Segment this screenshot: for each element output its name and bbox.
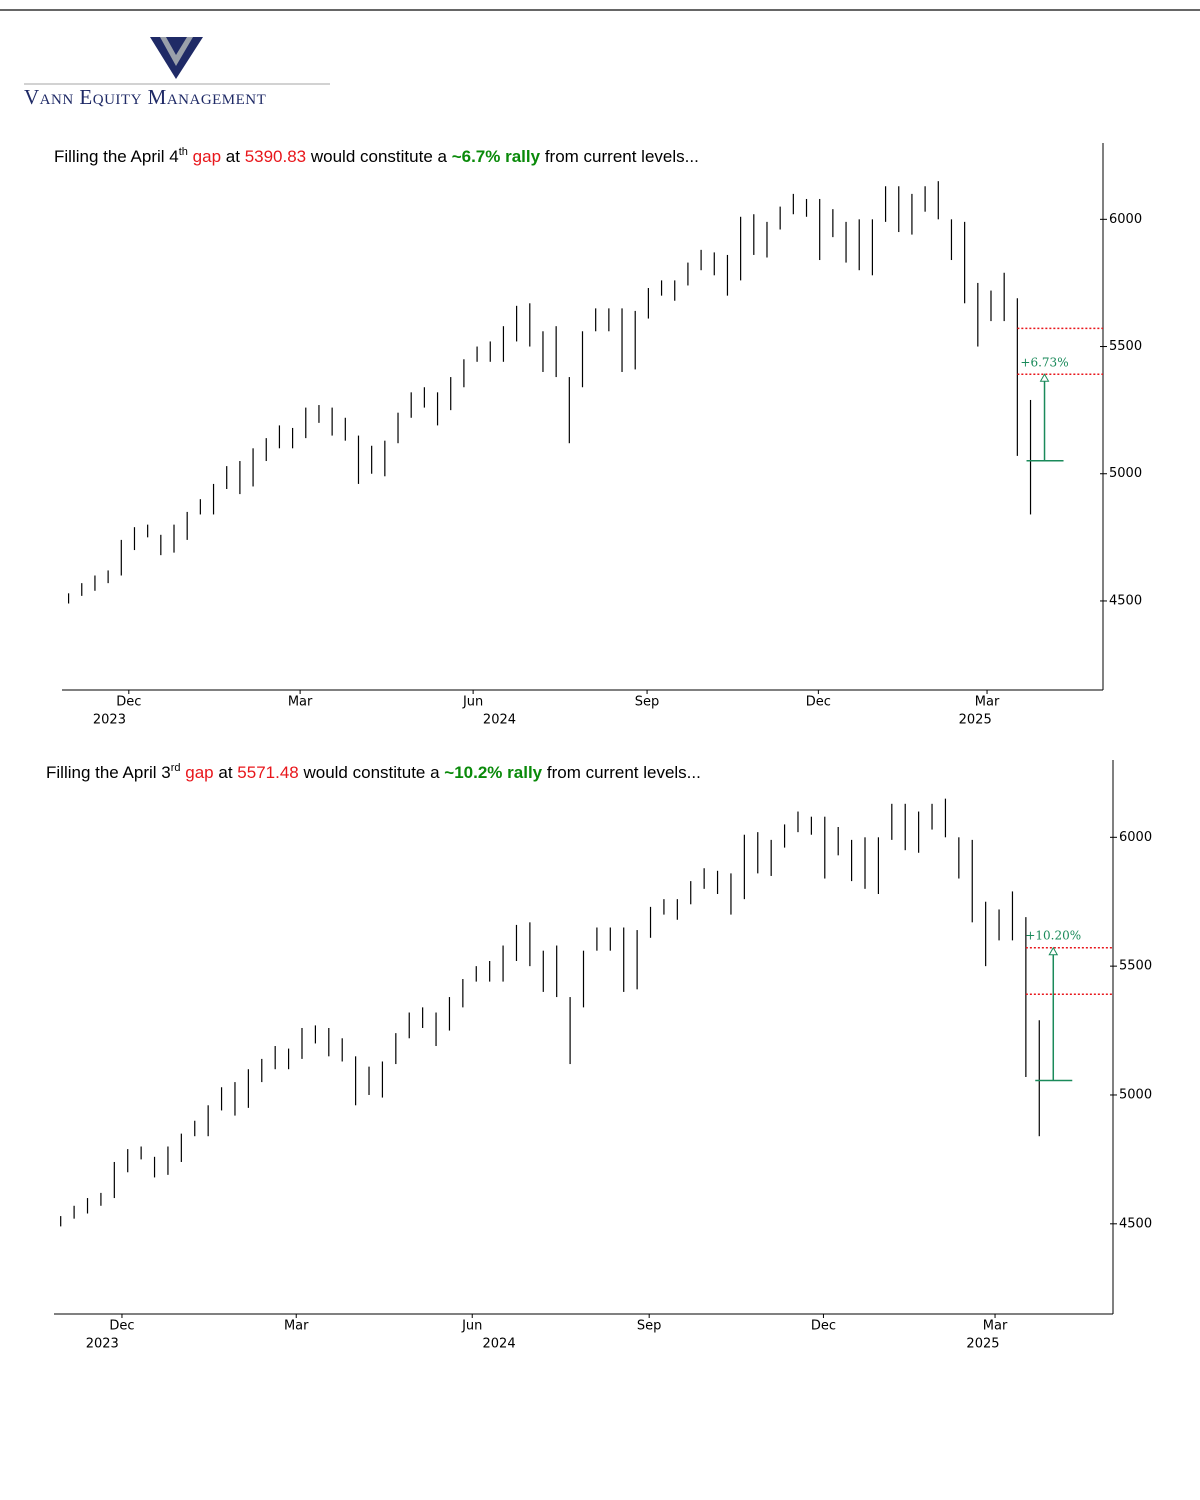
x-year-label: 2025 bbox=[959, 713, 992, 728]
x-tick-label: Jun bbox=[461, 1319, 482, 1334]
x-tick-label: Mar bbox=[284, 1319, 309, 1334]
x-tick-label: Dec bbox=[109, 1319, 134, 1334]
y-tick-label: 5500 bbox=[1119, 959, 1152, 974]
x-year-label: 2024 bbox=[483, 1337, 516, 1352]
chart-title: Filling the April 3rd gap at 5571.48 wou… bbox=[46, 762, 701, 783]
y-tick-label: 6000 bbox=[1109, 212, 1142, 227]
title-text: would constitute a bbox=[310, 147, 448, 166]
title-text: at bbox=[226, 147, 240, 166]
title-text: at bbox=[218, 763, 232, 782]
y-tick-label: 5000 bbox=[1109, 466, 1142, 481]
y-tick-label: 6000 bbox=[1119, 830, 1152, 845]
x-tick-label: Dec bbox=[811, 1319, 836, 1334]
y-tick-label: 5500 bbox=[1109, 339, 1142, 354]
x-year-label: 2023 bbox=[86, 1337, 119, 1352]
x-tick-label: Dec bbox=[116, 695, 141, 710]
arrow-head bbox=[1048, 946, 1059, 956]
y-tick-label: 4500 bbox=[1119, 1216, 1152, 1231]
title-text: from current levels... bbox=[545, 147, 699, 166]
x-tick-label: Jun bbox=[462, 695, 483, 710]
title-text: would constitute a bbox=[302, 763, 440, 782]
company-name: Vann Equity Management bbox=[24, 85, 266, 109]
title-level: 5390.83 bbox=[245, 147, 306, 166]
y-tick-label: 5000 bbox=[1119, 1087, 1152, 1102]
y-tick-label: 4500 bbox=[1109, 593, 1142, 608]
title-sup: rd bbox=[171, 762, 181, 774]
title-sup: th bbox=[179, 146, 188, 158]
x-year-label: 2024 bbox=[483, 713, 516, 728]
title-rally: ~10.2% rally bbox=[444, 763, 542, 782]
rally-label: +6.73% bbox=[1020, 355, 1068, 369]
rally-label: +10.20% bbox=[1025, 929, 1081, 943]
logo bbox=[24, 37, 330, 85]
title-text: Filling the April 4 bbox=[54, 147, 179, 166]
x-tick-label: Mar bbox=[288, 695, 313, 710]
x-tick-label: Sep bbox=[637, 1319, 662, 1334]
x-tick-label: Mar bbox=[983, 1319, 1008, 1334]
chart-title: Filling the April 4th gap at 5390.83 wou… bbox=[54, 146, 699, 167]
x-tick-label: Dec bbox=[806, 695, 831, 710]
x-tick-label: Sep bbox=[635, 695, 660, 710]
x-year-label: 2023 bbox=[93, 713, 126, 728]
title-gap: gap bbox=[185, 763, 213, 782]
title-rally: ~6.7% rally bbox=[452, 147, 541, 166]
title-text: from current levels... bbox=[547, 763, 701, 782]
x-tick-label: Mar bbox=[975, 695, 1000, 710]
title-gap: gap bbox=[193, 147, 221, 166]
title-level: 5571.48 bbox=[237, 763, 298, 782]
arrow-head bbox=[1039, 373, 1050, 382]
title-text: Filling the April 3 bbox=[46, 763, 171, 782]
x-year-label: 2025 bbox=[966, 1337, 999, 1352]
